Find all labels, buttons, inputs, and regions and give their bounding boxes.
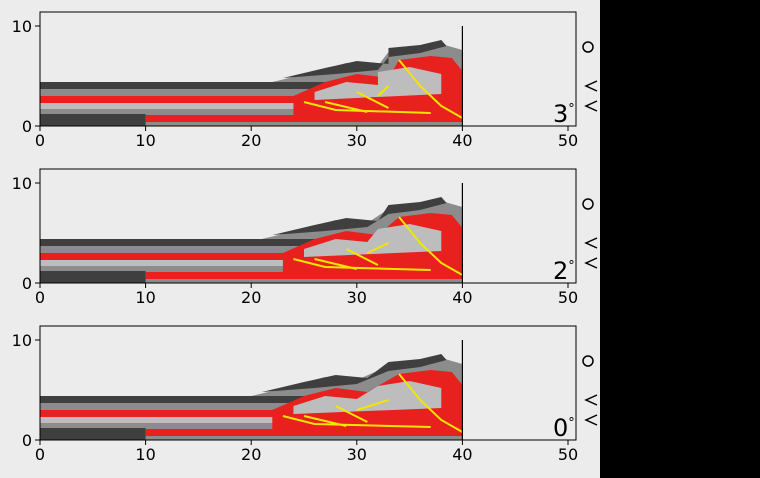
x-tick-label: 0 — [35, 445, 45, 464]
layer-band — [40, 434, 463, 440]
x-tick-label: 20 — [241, 445, 261, 464]
x-tick-label: 10 — [135, 288, 155, 307]
x-tick-label: 40 — [452, 288, 472, 307]
x-tick-label: 0 — [35, 131, 45, 150]
panel-2: 0 10 20 30 40 50 0 10 2° — [12, 168, 598, 307]
panel-1: 0 10 20 30 40 50 0 10 3° — [12, 11, 598, 150]
angle-label: 2° — [553, 257, 575, 285]
fault-line — [398, 59, 463, 119]
reference-arrow-marker — [584, 237, 598, 249]
reference-circle-marker — [582, 41, 594, 53]
x-tick-label: 30 — [347, 288, 367, 307]
layer-band — [40, 96, 463, 103]
fault-line — [356, 91, 389, 109]
reference-arrow-marker — [584, 414, 598, 426]
y-tick-label: 0 — [22, 431, 32, 450]
side-markers — [582, 355, 598, 426]
basal-layer — [40, 428, 146, 440]
y-tick-label: 0 — [22, 117, 32, 136]
thrust-grey-layer — [314, 67, 442, 100]
fault-lines — [303, 59, 463, 119]
basal-layer — [40, 114, 146, 126]
fault-lines — [282, 373, 463, 433]
fault-line — [398, 216, 463, 276]
fault-line — [282, 415, 431, 428]
fault-line — [345, 248, 379, 266]
reference-circle-marker — [582, 198, 594, 210]
x-tick-label: 30 — [347, 445, 367, 464]
sand-model — [40, 40, 463, 126]
x-tick-label: 50 — [558, 131, 578, 150]
right-black-strip — [600, 0, 760, 478]
x-tick-label: 40 — [452, 445, 472, 464]
x-tick-label: 40 — [452, 131, 472, 150]
thrust-grey-layer — [293, 381, 442, 414]
thrust-dark-cap — [282, 40, 447, 78]
y-tick-label: 10 — [12, 17, 32, 36]
fault-line — [356, 399, 389, 411]
basal-red-layer — [145, 272, 463, 279]
angle-label: 3° — [553, 100, 575, 128]
layer-band — [40, 423, 463, 429]
x-tick-label: 0 — [35, 288, 45, 307]
axes-frame — [39, 11, 577, 127]
layer-band — [40, 396, 463, 403]
reference-arrow-marker — [584, 257, 598, 269]
fault-line — [314, 258, 358, 270]
y-tick-label: 10 — [12, 331, 32, 350]
reference-arrow-marker — [584, 100, 598, 112]
reference-circle-marker — [582, 355, 594, 367]
x-tick-label: 20 — [241, 288, 261, 307]
layer-band — [40, 277, 463, 283]
layer-band — [40, 266, 463, 272]
axes-frame — [39, 325, 577, 441]
basal-layer — [40, 271, 146, 283]
fault-line — [324, 101, 368, 113]
x-tick-label: 50 — [558, 445, 578, 464]
x-tick-label: 10 — [135, 131, 155, 150]
axes-frame — [39, 168, 577, 284]
x-tick-label: 30 — [347, 131, 367, 150]
x-tick-label: 20 — [241, 131, 261, 150]
fault-line — [398, 373, 463, 433]
basal-red-layer — [145, 115, 463, 122]
layer-band — [40, 239, 463, 246]
thrust-dark-cap — [261, 354, 447, 392]
layer-band — [40, 120, 463, 126]
layer-band — [40, 253, 463, 260]
thrust-dark-cap — [272, 197, 447, 235]
layer-band — [40, 82, 463, 89]
layer-band — [40, 89, 463, 96]
y-tick-label: 0 — [22, 274, 32, 293]
layer-band — [40, 410, 463, 417]
layer-band — [40, 403, 463, 410]
layer-band — [40, 246, 463, 253]
axes: 0 10 20 30 40 50 0 10 — [12, 325, 578, 464]
side-markers — [582, 41, 598, 112]
layer-band — [40, 260, 463, 266]
thrust-grey-layer — [304, 224, 442, 257]
fault-line — [303, 415, 347, 427]
y-tick-label: 10 — [12, 174, 32, 193]
panel-3: 0 10 20 30 40 50 0 10 0° — [12, 325, 598, 464]
reference-arrow-marker — [584, 394, 598, 406]
layer-band — [40, 417, 463, 423]
axes: 0 10 20 30 40 50 0 10 — [12, 11, 578, 150]
angle-label: 0° — [553, 414, 575, 442]
fault-lines — [293, 216, 463, 276]
reference-arrow-marker — [584, 80, 598, 92]
layer-band — [40, 103, 463, 109]
basal-red-layer — [145, 429, 463, 436]
fault-line — [377, 85, 390, 97]
fault-line — [293, 258, 431, 271]
layer-band — [40, 109, 463, 115]
axes: 0 10 20 30 40 50 0 10 — [12, 168, 578, 307]
side-markers — [582, 198, 598, 269]
x-tick-label: 50 — [558, 288, 578, 307]
fault-line — [366, 242, 389, 254]
fault-line — [303, 101, 431, 114]
x-tick-label: 10 — [135, 445, 155, 464]
fault-line — [335, 405, 368, 423]
